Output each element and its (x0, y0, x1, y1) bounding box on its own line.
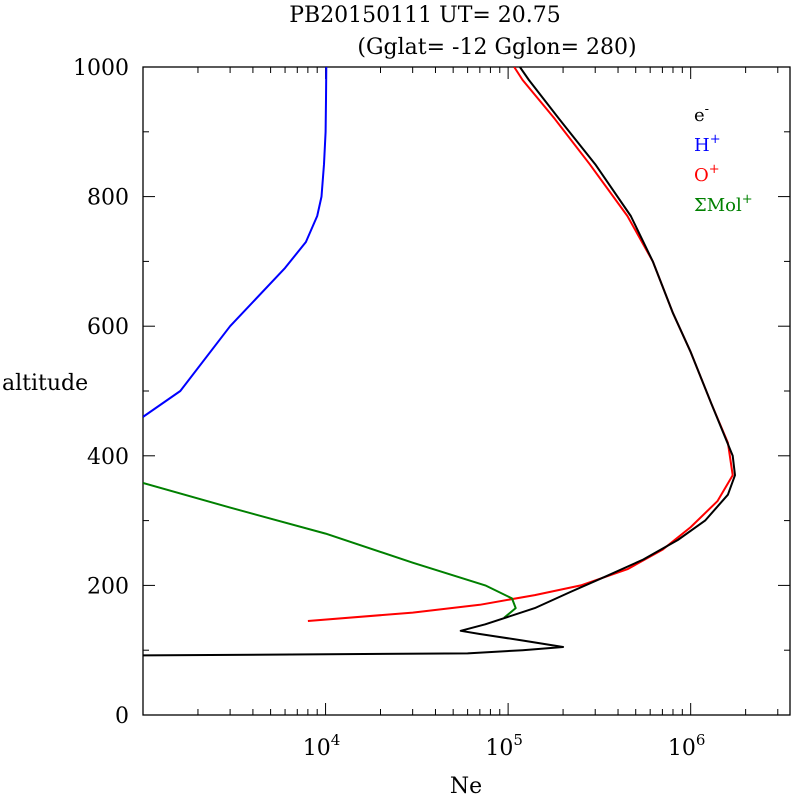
y-tick-label: 800 (87, 186, 129, 211)
x-tick-label: 106 (668, 731, 706, 761)
legend-o-plus: O+ (694, 162, 720, 186)
series-layer (143, 67, 736, 657)
y-tick-label: 600 (87, 315, 129, 340)
plot-frame (142, 66, 791, 716)
legend-sum-mol: ΣMol+ (694, 192, 753, 216)
y-axis-label: altitude (2, 371, 88, 396)
x-axis-label: Ne (450, 774, 482, 796)
y-tick-label: 0 (115, 704, 129, 729)
o-plus-line (307, 67, 734, 622)
y-tick-label: 400 (87, 445, 129, 470)
h-plus-line (143, 67, 328, 418)
legend-h-plus: H+ (694, 132, 721, 156)
x-tick-label: 105 (485, 731, 523, 761)
y-tick-label: 1000 (73, 56, 129, 81)
legend-e-minus: e- (694, 102, 709, 126)
legend: e- H+ O+ ΣMol+ (694, 102, 753, 216)
x-tick-label: 104 (303, 731, 341, 761)
e-minus-line (143, 67, 736, 657)
axis-ticks (142, 66, 790, 716)
chart-subtitle: (Gglat= -12 Gglon= 280) (357, 35, 636, 60)
y-tick-label: 200 (87, 574, 129, 599)
sum-mol-line (143, 482, 517, 619)
chart-title: PB20150111 UT= 20.75 (289, 3, 561, 28)
tick-labels: 0 200 400 600 800 1000 104 105 106 (73, 56, 705, 761)
